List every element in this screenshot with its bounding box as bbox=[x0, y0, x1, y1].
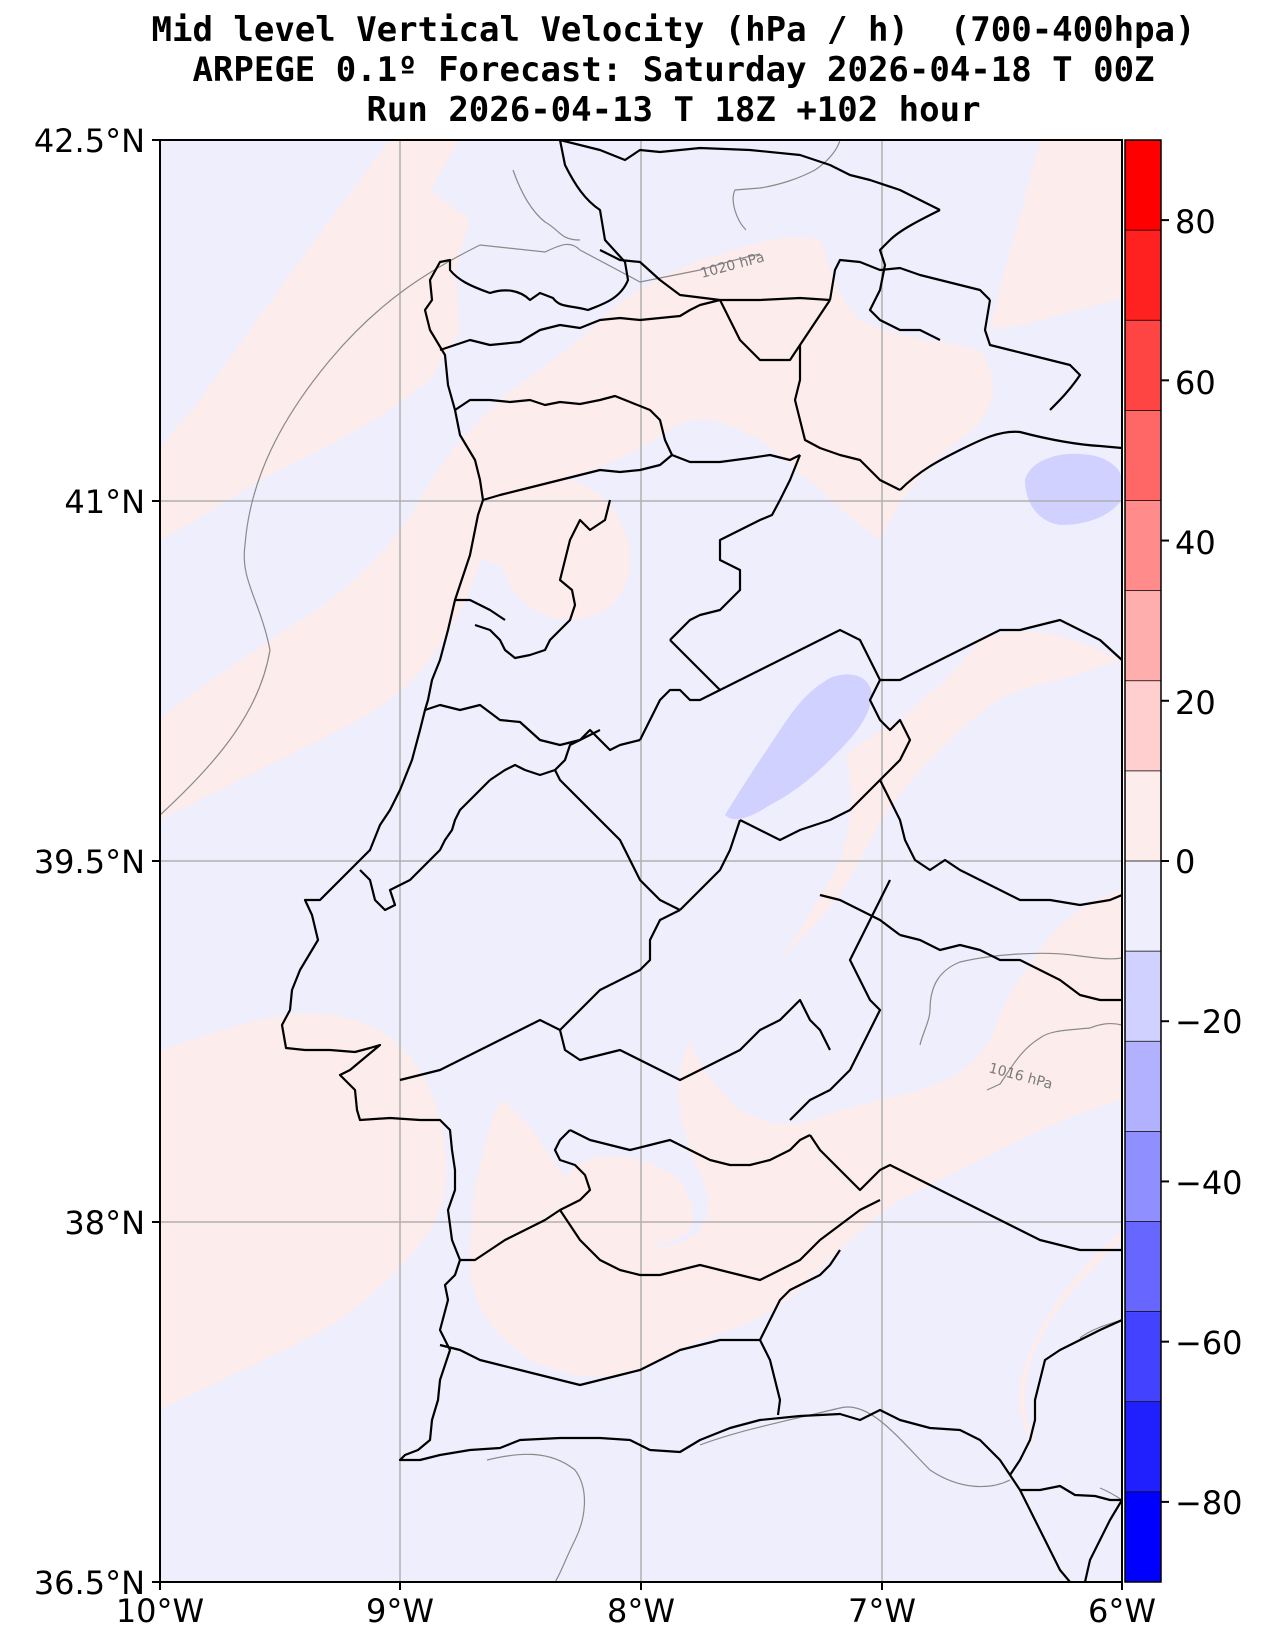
colorbar-label-0: 0 bbox=[1175, 843, 1195, 881]
velocity-fill-positive-island-1 bbox=[498, 480, 630, 620]
axis-ticks bbox=[152, 139, 1123, 1590]
title-line-1: Mid level Vertical Velocity (hPa / h) (7… bbox=[151, 10, 1196, 50]
lon-label-0: 10°W bbox=[116, 1592, 204, 1630]
lon-label-2: 8°W bbox=[607, 1592, 675, 1630]
lat-label-1: 41°N bbox=[64, 483, 145, 521]
colorbar-label-80: 80 bbox=[1175, 203, 1216, 241]
colorbar-band bbox=[1125, 590, 1161, 682]
colorbar-ticks bbox=[1161, 219, 1169, 1503]
lon-label-1: 9°W bbox=[366, 1592, 434, 1630]
colorbar-band bbox=[1125, 140, 1161, 231]
colorbar-label-20: 20 bbox=[1175, 684, 1216, 722]
colorbar-label-neg40: −40 bbox=[1175, 1164, 1243, 1202]
velocity-fill-negative-east bbox=[690, 660, 1122, 1125]
velocity-fill-strong-negative-2 bbox=[725, 674, 872, 820]
velocity-fill-strong-negative-1 bbox=[1025, 453, 1122, 525]
colorbar-band bbox=[1125, 230, 1161, 321]
colorbar-band bbox=[1125, 770, 1161, 862]
colorbar-band bbox=[1125, 1491, 1161, 1583]
title-line-3: Run 2026-04-13 T 18Z +102 hour bbox=[366, 90, 981, 130]
velocity-fill-negative-east-lower bbox=[1025, 1240, 1122, 1469]
colorbar-band bbox=[1125, 1311, 1161, 1403]
colorbar-band bbox=[1125, 680, 1161, 772]
colorbar-label-60: 60 bbox=[1175, 364, 1216, 402]
isobar-lines bbox=[160, 140, 1122, 1582]
velocity-fill-negative-southwest-blob bbox=[275, 1473, 391, 1557]
colorbar-label-neg60: −60 bbox=[1175, 1324, 1243, 1362]
colorbar-band bbox=[1125, 410, 1161, 501]
colorbar-band bbox=[1125, 1041, 1161, 1132]
title-line-2: ARPEGE 0.1º Forecast: Saturday 2026-04-1… bbox=[192, 50, 1155, 90]
colorbar-labels: 80 60 40 20 0 −20 −40 −60 −80 bbox=[1175, 203, 1243, 1522]
lon-label-4: 6°W bbox=[1088, 1592, 1156, 1630]
plot-area: 1020 hPa 1016 hPa bbox=[160, 140, 1122, 1582]
colorbar-label-neg20: −20 bbox=[1175, 1003, 1243, 1041]
velocity-fill-positive-island-2 bbox=[560, 1156, 693, 1247]
colorbar-band bbox=[1125, 1221, 1161, 1313]
graticule bbox=[160, 140, 1122, 1582]
lat-label-2: 39.5°N bbox=[34, 843, 145, 881]
map-title: Mid level Vertical Velocity (hPa / h) (7… bbox=[0, 10, 1267, 130]
colorbar: 80 60 40 20 0 −20 −40 −60 −80 bbox=[1124, 139, 1243, 1583]
latitude-labels: 42.5°N 41°N 39.5°N 38°N 36.5°N bbox=[34, 122, 145, 1602]
colorbar-label-neg80: −80 bbox=[1175, 1484, 1243, 1522]
borders bbox=[280, 140, 1122, 1582]
lat-label-0: 42.5°N bbox=[34, 122, 145, 160]
colorbar-band bbox=[1125, 320, 1161, 411]
colorbar-band bbox=[1125, 1401, 1161, 1493]
longitude-labels: 10°W 9°W 8°W 7°W 6°W bbox=[116, 1592, 1156, 1630]
colorbar-bands bbox=[1125, 140, 1161, 1583]
lat-label-3: 38°N bbox=[64, 1204, 145, 1242]
border-spain-portugal-north bbox=[559, 140, 941, 211]
colorbar-band bbox=[1125, 500, 1161, 592]
colorbar-label-40: 40 bbox=[1175, 524, 1216, 562]
colorbar-band bbox=[1125, 861, 1161, 952]
colorbar-band bbox=[1125, 951, 1161, 1042]
colorbar-band bbox=[1125, 1131, 1161, 1222]
lon-label-3: 7°W bbox=[848, 1592, 916, 1630]
lat-label-4: 36.5°N bbox=[34, 1564, 145, 1602]
